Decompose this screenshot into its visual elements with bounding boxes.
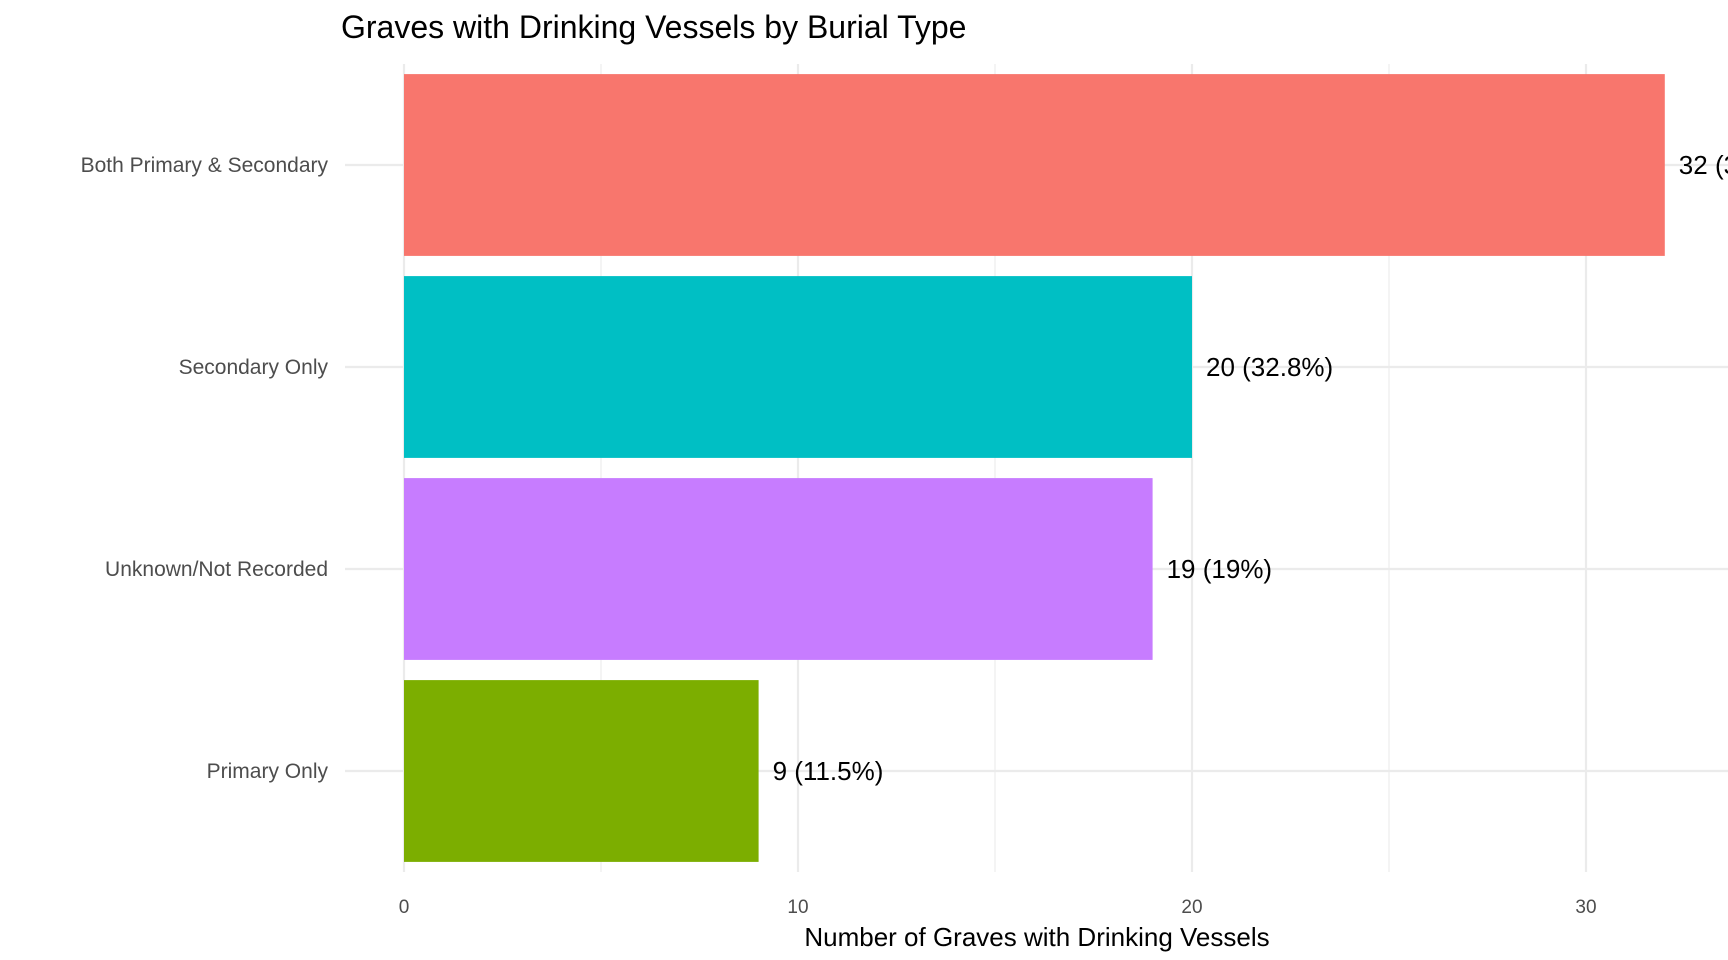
category-labels: Both Primary & Secondary Secondary Only Un… xyxy=(81,154,329,783)
data-label: 9 (11.5%) xyxy=(773,756,884,786)
x-axis-label: Number of Graves with Drinking Vessels xyxy=(804,922,1269,952)
data-labels: 32 (36.8%) 20 (32.8%) 19 (19%) 9 (11.5%) xyxy=(773,150,1728,786)
category-label: Primary Only xyxy=(207,760,329,783)
x-tick-label: 20 xyxy=(1181,897,1202,918)
data-label: 19 (19%) xyxy=(1167,554,1273,584)
bars xyxy=(404,74,1665,862)
category-label: Both Primary & Secondary xyxy=(81,154,329,177)
data-label: 32 (36.8%) xyxy=(1679,150,1728,180)
x-tick-label: 10 xyxy=(787,897,808,918)
bar xyxy=(404,478,1153,660)
bar xyxy=(404,74,1665,256)
x-tick-label: 30 xyxy=(1575,897,1596,918)
category-label: Unknown/Not Recorded xyxy=(105,558,328,581)
bar xyxy=(404,276,1192,458)
category-label: Secondary Only xyxy=(179,356,329,379)
chart-title: Graves with Drinking Vessels by Burial T… xyxy=(341,9,966,45)
x-tick-label: 0 xyxy=(399,897,410,918)
data-label: 20 (32.8%) xyxy=(1206,352,1333,382)
bar xyxy=(404,680,759,862)
x-tick-labels: 0 10 20 30 xyxy=(399,897,1597,918)
